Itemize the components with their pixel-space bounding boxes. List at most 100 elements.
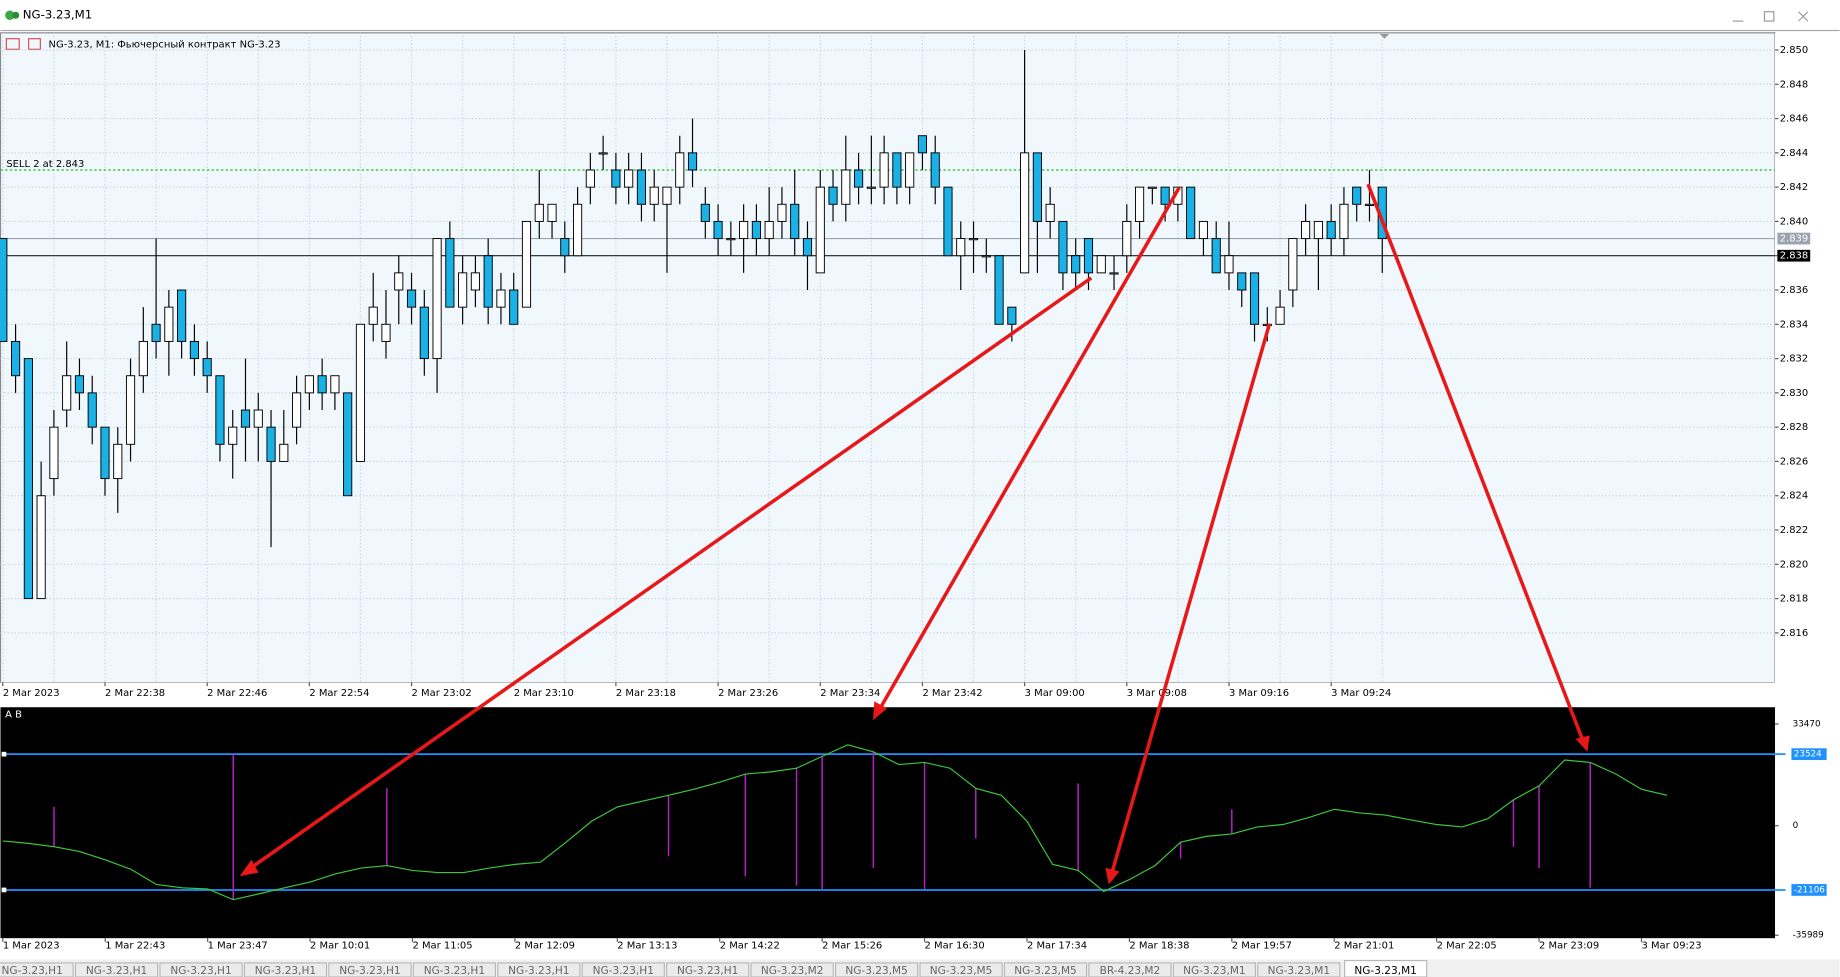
x-tick-label: 2 Mar 22:05 (1437, 940, 1497, 951)
level-handle[interactable] (1, 751, 7, 757)
ask-label: 2.839 (1780, 234, 1809, 245)
tab[interactable] (1172, 962, 1257, 977)
tab[interactable] (1257, 962, 1341, 977)
candle-body (87, 392, 97, 428)
tab[interactable] (1343, 959, 1428, 977)
x-tick-label: 2 Mar 15:26 (822, 940, 882, 951)
candle-body (381, 323, 391, 342)
level-handle[interactable] (1785, 887, 1791, 893)
x-tick-label: 3 Mar 09:16 (1229, 688, 1289, 699)
maximize-button[interactable] (1763, 11, 1775, 22)
candle-body (1058, 220, 1068, 274)
arrow (1366, 183, 1585, 741)
tab[interactable] (750, 962, 834, 977)
candle-body (1224, 255, 1234, 274)
candle-body (994, 255, 1004, 325)
tab-label[interactable]: NG-3.23,M5 (1014, 965, 1077, 977)
tab[interactable] (834, 962, 919, 977)
candle-body (151, 323, 161, 342)
y-tick-label: 2.830 (1780, 388, 1809, 399)
candle-body (739, 220, 749, 240)
tab-label[interactable]: NG-3.23,H1 (508, 965, 569, 977)
candle-body (1237, 272, 1247, 291)
tab-label[interactable]: NG-3.23,H1 (677, 965, 738, 977)
candle-body (1198, 220, 1209, 240)
window-controls[interactable] (1732, 11, 1809, 22)
tab[interactable] (581, 962, 665, 977)
order-label: SELL 2 at 2.843 (6, 159, 84, 170)
candle-body (713, 220, 723, 240)
panel-icons (5, 38, 41, 50)
tab[interactable] (497, 962, 581, 977)
arrow-head (1105, 867, 1120, 885)
x-tick-label: 2 Mar 23:26 (718, 688, 778, 699)
candle-body (828, 186, 838, 205)
tab[interactable] (1088, 962, 1172, 977)
y-tick-label: 2.846 (1780, 114, 1809, 125)
tab[interactable] (328, 962, 412, 977)
tab-label[interactable]: NG-3.23,M5 (845, 965, 908, 977)
candle-body (662, 186, 672, 205)
level-label: 23524 (1794, 750, 1822, 760)
y-tick-label: 2.822 (1780, 525, 1809, 536)
tab-label[interactable]: BR-4.23,M2 (1100, 965, 1161, 977)
candle-body (534, 203, 544, 222)
candle-body (1096, 255, 1106, 274)
tab-label[interactable]: NG-3.23,M1 (1268, 965, 1331, 977)
tab[interactable] (74, 962, 159, 977)
tab-label[interactable]: NG-3.23,H1 (86, 965, 147, 977)
candle-body (1160, 186, 1170, 205)
tab[interactable] (412, 962, 497, 977)
candle-body (585, 169, 595, 188)
candle-body (458, 272, 468, 308)
tab[interactable] (159, 962, 243, 977)
tab-label[interactable]: NG-3.23,M1 (1354, 965, 1417, 977)
candle-body (292, 392, 302, 428)
candle-body (470, 272, 480, 291)
tab-label[interactable]: NG-3.23,H1 (424, 965, 485, 977)
candle-body (1339, 203, 1349, 240)
candle-body (406, 289, 417, 308)
x-tick-label: 2 Mar 12:09 (515, 940, 575, 951)
level-handle[interactable] (1785, 751, 1791, 757)
candle-body (854, 169, 864, 188)
x-tick-label: 3 Mar 09:23 (1641, 940, 1701, 951)
level-box (1791, 748, 1827, 761)
tab[interactable] (919, 962, 1003, 977)
candle-body (177, 289, 187, 342)
x-tick-label: 2 Mar 22:38 (105, 688, 165, 699)
close-button[interactable] (1798, 11, 1809, 22)
candle-body (611, 169, 621, 188)
chart-layer: 2.816 2.818 2.820 2.822 2.824 2.826 2.828 2.830… (0, 32, 1827, 951)
tab-label[interactable]: NG-3.23,M2 (761, 965, 824, 977)
candle-body (432, 238, 442, 360)
indicator-title: A B (5, 709, 22, 720)
candle-body (981, 255, 991, 258)
tab[interactable] (243, 962, 328, 977)
tab[interactable] (1003, 962, 1088, 977)
candle-body (1211, 238, 1221, 274)
tab-label[interactable]: NG-3.23,H1 (339, 965, 400, 977)
tab-label[interactable]: NG-3.23,H1 (1, 965, 62, 977)
candle-body (304, 375, 314, 394)
level-handle[interactable] (1, 887, 7, 893)
tab-label[interactable]: NG-3.23,H1 (170, 965, 231, 977)
price-panel (0, 32, 1776, 684)
candle-body (547, 203, 557, 222)
tab[interactable] (666, 962, 750, 977)
x-tick-label: 2 Mar 23:34 (820, 688, 880, 699)
tab-label[interactable]: NG-3.23,H1 (593, 965, 654, 977)
tab-label[interactable]: NG-3.23,M1 (1183, 965, 1246, 977)
candle-body (764, 220, 774, 240)
tab-label[interactable]: NG-3.23,M5 (930, 965, 993, 977)
bid-label: 2.838 (1780, 251, 1809, 262)
title-bar (0, 0, 1840, 31)
tab[interactable] (0, 962, 74, 977)
indicator-line (2, 744, 1668, 901)
candle-body (675, 152, 685, 188)
tab-label[interactable]: NG-3.23,H1 (255, 965, 316, 977)
price-axis (1775, 32, 1840, 708)
candle-body (240, 409, 251, 428)
candle-body (649, 186, 659, 205)
